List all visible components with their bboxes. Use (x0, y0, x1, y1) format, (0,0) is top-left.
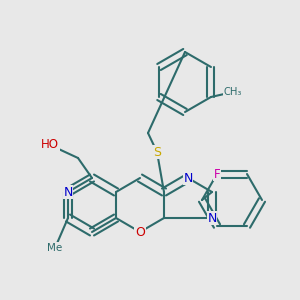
Text: CH₃: CH₃ (224, 87, 242, 97)
Text: Me: Me (47, 243, 63, 253)
Text: N: N (207, 212, 217, 224)
Text: N: N (183, 172, 193, 184)
Text: HO: HO (41, 139, 59, 152)
Text: N: N (63, 185, 73, 199)
Text: S: S (153, 146, 161, 158)
Text: F: F (214, 167, 220, 181)
Text: O: O (135, 226, 145, 238)
